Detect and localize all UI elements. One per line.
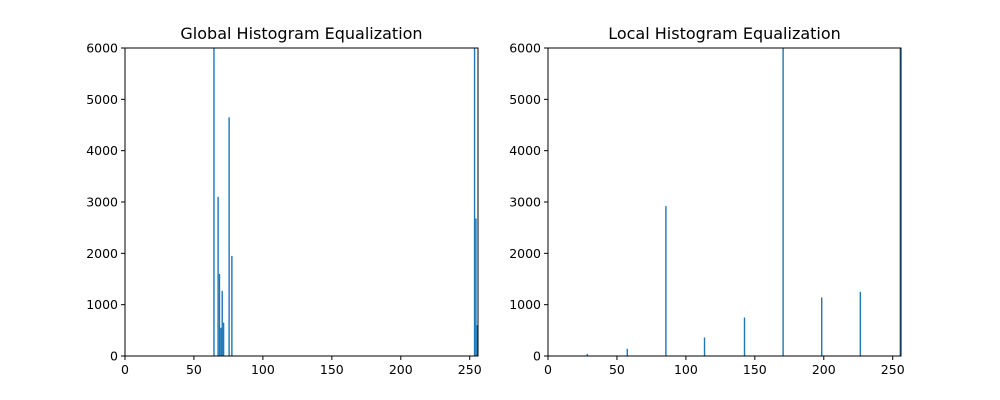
y-tick-label: 2000: [86, 246, 118, 261]
histogram-bar: [221, 290, 223, 356]
histogram-bar: [743, 317, 746, 356]
histogram-bar: [821, 297, 823, 356]
y-tick-label: 1000: [509, 297, 541, 312]
histogram-bar: [782, 48, 784, 356]
x-tick-label: 200: [812, 362, 836, 377]
y-tick-label: 6000: [86, 41, 118, 56]
y-tick-label: 0: [110, 349, 118, 364]
y-tick-label: 0: [533, 349, 541, 364]
histogram-bar: [859, 291, 862, 356]
y-tick-label: 5000: [86, 92, 118, 107]
bars-local: [586, 48, 901, 356]
y-tick-label: 5000: [509, 92, 541, 107]
y-tick-label: 4000: [86, 143, 118, 158]
x-tick-label: 0: [121, 362, 129, 377]
histogram-bar: [899, 48, 901, 356]
x-tick-label: 250: [881, 362, 905, 377]
y-tick-label: 3000: [509, 195, 541, 210]
histogram-bar: [213, 48, 215, 356]
x-tick-label: 50: [186, 362, 202, 377]
chart-title-local: Local Histogram Equalization: [608, 24, 841, 43]
histogram-bar: [476, 325, 478, 356]
x-tick-label: 0: [544, 362, 552, 377]
chart-title-global: Global Histogram Equalization: [180, 24, 422, 43]
x-tick-label: 250: [458, 362, 482, 377]
ticks-local: 0 50 100 150 200 250 0 1000 2000 3000 4000 5000 6000: [509, 41, 905, 378]
x-tick-label: 100: [674, 362, 698, 377]
y-tick-label: 1000: [86, 297, 118, 312]
y-tick-label: 3000: [86, 195, 118, 210]
y-tick-label: 4000: [509, 143, 541, 158]
histogram-bar: [220, 327, 222, 356]
axes-frame-local: [547, 47, 902, 357]
bars-global: [213, 48, 478, 356]
histogram-bar: [475, 218, 477, 356]
x-tick-label: 150: [743, 362, 767, 377]
global-equalization-histogram: Global Histogram Equalization 0 50 100 150 2…: [86, 24, 482, 377]
local-equalization-histogram: Local Histogram Equalization 0 50 100 150 20…: [509, 24, 905, 377]
histogram-bar: [231, 255, 233, 356]
histogram-bar: [228, 117, 230, 356]
histogram-bar: [626, 348, 628, 356]
histogram-bar: [222, 322, 225, 356]
histogram-bar: [586, 353, 589, 356]
x-tick-label: 50: [609, 362, 625, 377]
histogram-bar: [217, 196, 219, 356]
ticks-global: 0 50 100 150 200 250 0 1000 2000 3000 4000 5000 6000: [86, 41, 482, 378]
x-tick-label: 150: [320, 362, 344, 377]
histogram-bar: [218, 273, 221, 356]
y-tick-label: 6000: [509, 41, 541, 56]
y-tick-label: 2000: [509, 246, 541, 261]
histogram-bar: [703, 337, 706, 356]
histogram-bar: [473, 48, 476, 356]
x-tick-label: 100: [251, 362, 275, 377]
axes-frame-global: [124, 47, 479, 357]
x-tick-label: 200: [389, 362, 413, 377]
histogram-bar: [665, 206, 667, 356]
